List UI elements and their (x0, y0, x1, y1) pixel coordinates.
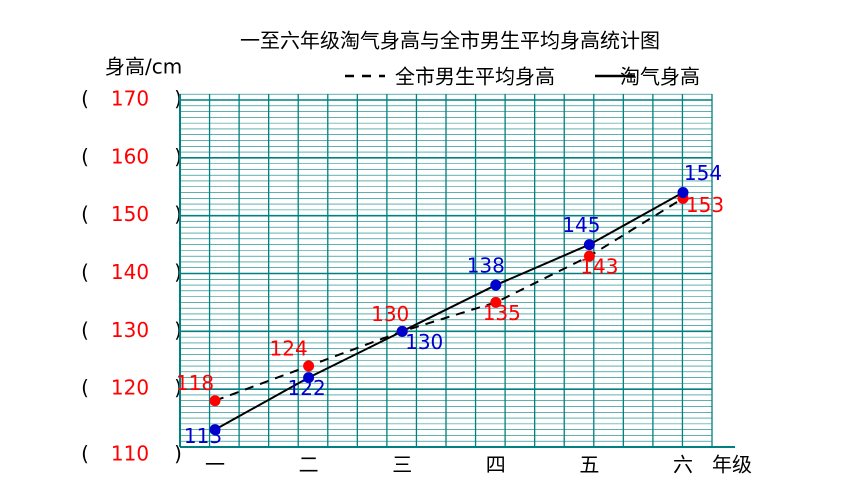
tick-bracket: ) (174, 260, 182, 284)
x-tick-label: 三 (392, 453, 412, 477)
data-label: 138 (467, 254, 505, 278)
data-label: 130 (371, 302, 409, 326)
data-point (303, 372, 315, 384)
data-label: 122 (288, 376, 326, 400)
tick-bracket: ( (81, 442, 89, 466)
x-tick-label: 二 (299, 453, 319, 477)
data-label: 113 (184, 424, 222, 448)
x-tick-label: 五 (579, 453, 599, 477)
tick-bracket: ( (81, 260, 89, 284)
data-label: 135 (483, 301, 521, 325)
tick-bracket: ) (174, 376, 182, 400)
x-tick-label: 一 (205, 453, 225, 477)
y-tick-label: 160 (111, 144, 149, 168)
x-axis-label: 年级 (712, 453, 752, 477)
y-tick-label: 120 (111, 376, 149, 400)
data-point (583, 239, 595, 251)
data-label: 154 (684, 161, 722, 185)
y-tick-label: 130 (111, 318, 149, 342)
data-point (396, 325, 408, 337)
y-tick-label: 170 (111, 87, 149, 111)
data-point (209, 395, 221, 407)
data-point (490, 279, 502, 291)
x-tick-label: 四 (486, 453, 506, 477)
tick-bracket: ( (81, 376, 89, 400)
data-label: 153 (686, 193, 724, 217)
tick-bracket: ( (81, 202, 89, 226)
tick-bracket: ( (81, 87, 89, 111)
tick-bracket: ( (81, 144, 89, 168)
tick-bracket: ) (174, 144, 182, 168)
legend-label: 全市男生平均身高 (395, 65, 555, 89)
y-axis-label: 身高/cm (105, 55, 182, 79)
data-point (303, 360, 315, 372)
y-tick-label: 140 (111, 260, 149, 284)
x-tick-label: 六 (673, 453, 693, 477)
data-point (583, 250, 595, 262)
y-tick-label: 150 (111, 202, 149, 226)
data-label: 124 (270, 337, 308, 361)
chart-title: 一至六年级淘气身高与全市男生平均身高统计图 (240, 29, 660, 53)
data-label: 118 (176, 371, 214, 395)
series-line (214, 197, 684, 402)
series-line (214, 191, 684, 431)
data-label: 145 (562, 213, 600, 237)
tick-bracket: ) (174, 202, 182, 226)
tick-bracket: ) (174, 318, 182, 342)
data-point (490, 296, 502, 308)
data-point (677, 187, 689, 199)
legend-label: 淘气身高 (620, 65, 700, 89)
tick-bracket: ) (174, 87, 182, 111)
tick-bracket: ( (81, 318, 89, 342)
data-label: 143 (580, 255, 618, 279)
tick-bracket: ) (174, 442, 182, 466)
data-label: 130 (405, 330, 443, 354)
data-point (209, 424, 221, 436)
y-tick-label: 110 (111, 442, 149, 466)
